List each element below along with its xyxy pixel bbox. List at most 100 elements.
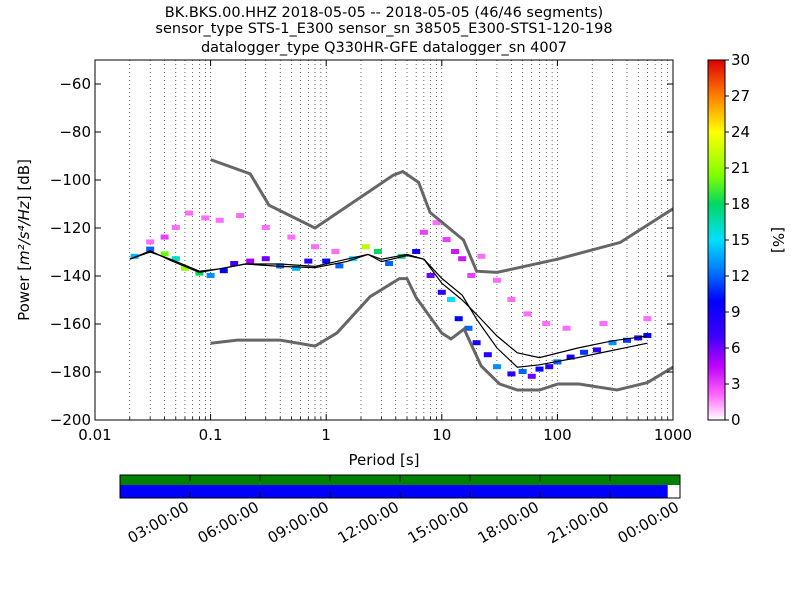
heatmap-cell <box>492 364 501 370</box>
time-tick-label: 06:00:00 <box>195 498 262 547</box>
heatmap-cell <box>518 369 527 374</box>
x-tick-label: 1000 <box>654 426 692 444</box>
heatmap-cell <box>287 234 296 240</box>
heatmap-cell <box>215 217 224 223</box>
y-tick-label: −160 <box>50 315 91 333</box>
heatmap-cell <box>195 270 204 276</box>
mode-curve <box>129 250 648 368</box>
heatmap-cell <box>412 249 421 254</box>
heatmap-cell <box>492 277 501 283</box>
heatmap-cell <box>580 349 589 355</box>
heatmap-cell <box>599 321 608 326</box>
x-axis-ticks: 0.01 0.1 1 10 100 1000 <box>78 60 692 444</box>
heatmap-cell <box>230 261 239 266</box>
y-tick-label: −120 <box>50 219 91 237</box>
y-axis-label-units: m²/s⁴/Hz <box>15 200 33 265</box>
colorbar-tick-label: 12 <box>731 267 750 285</box>
coverage-used-bar <box>120 485 668 498</box>
heatmap-cell <box>643 316 652 322</box>
x-tick-label: 10 <box>432 426 451 444</box>
time-tick-label: 21:00:00 <box>545 498 612 547</box>
colorbar-tick-label: 9 <box>731 303 741 321</box>
heatmap-cell <box>206 273 215 278</box>
heatmap-cell <box>385 261 394 266</box>
colorbar-tick-label: 15 <box>731 231 750 249</box>
grid <box>129 60 669 420</box>
y-tick-label: −100 <box>50 171 91 189</box>
heatmap-cell <box>292 265 301 271</box>
x-axis-label: Period [s] <box>348 451 419 469</box>
heatmap-cell <box>236 213 245 218</box>
title-line-3: datalogger_type Q330HR-GFE datalogger_sn… <box>201 40 567 56</box>
heatmap-cell <box>304 258 313 264</box>
colorbar-gradient <box>707 59 726 421</box>
heatmap-cell <box>171 256 180 262</box>
colorbar-tick-label: 18 <box>731 195 750 213</box>
colorbar-tick-label: 24 <box>731 123 750 141</box>
heatmap-cell <box>419 229 428 235</box>
heatmap-cell <box>246 258 255 264</box>
heatmap-cell <box>535 366 544 372</box>
colorbar-tick-label: 21 <box>731 159 750 177</box>
heatmap-cell <box>523 311 532 317</box>
heatmap-cell <box>426 273 435 278</box>
x-tick-label: 1 <box>321 426 331 444</box>
heatmap-cell <box>477 253 486 259</box>
y-axis-label-suffix: ] [dB] <box>15 159 33 201</box>
psd-plot: 0.01 0.1 1 10 100 1000 −60 −80 −100 −120 −140 −160… <box>15 59 692 469</box>
heatmap-cell <box>562 325 571 331</box>
colorbar-tick-label: 27 <box>731 87 750 105</box>
heatmap-cell <box>335 263 344 269</box>
heatmap-cell <box>219 268 228 274</box>
y-axis-label: Power [m²/s⁴/Hz] [dB] <box>15 159 33 321</box>
heatmap-cell <box>442 237 451 242</box>
title-line-1: BK.BKS.00.HHZ 2018-05-05 -- 2018-05-05 (… <box>165 5 603 21</box>
low-noise-model-line <box>210 277 673 392</box>
y-axis-ticks: −60 −80 −100 −120 −140 −160 −180 −200 <box>50 75 673 429</box>
heatmap-cell <box>361 244 370 250</box>
x-tick-label: 0.1 <box>199 426 223 444</box>
heatmap-cell <box>483 352 492 358</box>
time-tick-label: 00:00:00 <box>615 498 682 547</box>
heatmap-cell <box>184 210 193 216</box>
heatmap-cell <box>527 373 536 379</box>
colorbar: 0 3 6 9 12 15 18 21 24 27 30 [%] <box>707 51 787 429</box>
time-tick-label: 12:00:00 <box>335 498 402 547</box>
colorbar-ticks: 0 3 6 9 12 15 18 21 24 27 30 <box>725 51 750 429</box>
heatmap-cell <box>373 249 382 254</box>
heatmap-cell <box>446 297 455 302</box>
heatmap-cell <box>566 354 575 360</box>
heatmap-cell <box>160 251 169 257</box>
heatmap-cell <box>310 244 319 250</box>
heatmap-cell <box>643 333 652 338</box>
heatmap-cell <box>437 289 446 295</box>
heatmap-cell <box>472 340 481 346</box>
heatmap-cell <box>130 253 139 259</box>
y-tick-label: −200 <box>50 411 91 429</box>
time-tick-label: 15:00:00 <box>405 498 472 547</box>
y-tick-label: −180 <box>50 363 91 381</box>
colorbar-label: [%] <box>769 227 787 253</box>
coverage-timeline: 03:00:00 06:00:00 09:00:00 12:00:00 15:00:00… <box>119 474 682 547</box>
x-tick-label: 100 <box>543 426 572 444</box>
heatmap-cell <box>331 249 340 254</box>
heatmap-cell <box>146 246 155 252</box>
heatmap-cell <box>160 234 169 240</box>
heatmap-cell <box>545 364 554 370</box>
heatmap-cell <box>146 239 155 245</box>
heatmap-cell <box>458 256 467 262</box>
time-tick-label: 09:00:00 <box>265 498 332 547</box>
x-tick-label: 0.01 <box>78 426 111 444</box>
noise-models <box>210 158 673 392</box>
colorbar-tick-label: 3 <box>731 375 741 393</box>
heatmap-cell <box>507 371 516 377</box>
colorbar-tick-label: 0 <box>731 411 741 429</box>
heatmap-cell <box>464 325 473 331</box>
heatmap-cell <box>348 256 357 262</box>
heatmap-cell <box>634 335 643 341</box>
plot-background <box>95 60 673 420</box>
heatmap-cell <box>261 256 270 262</box>
heatmap-cell <box>450 249 459 254</box>
